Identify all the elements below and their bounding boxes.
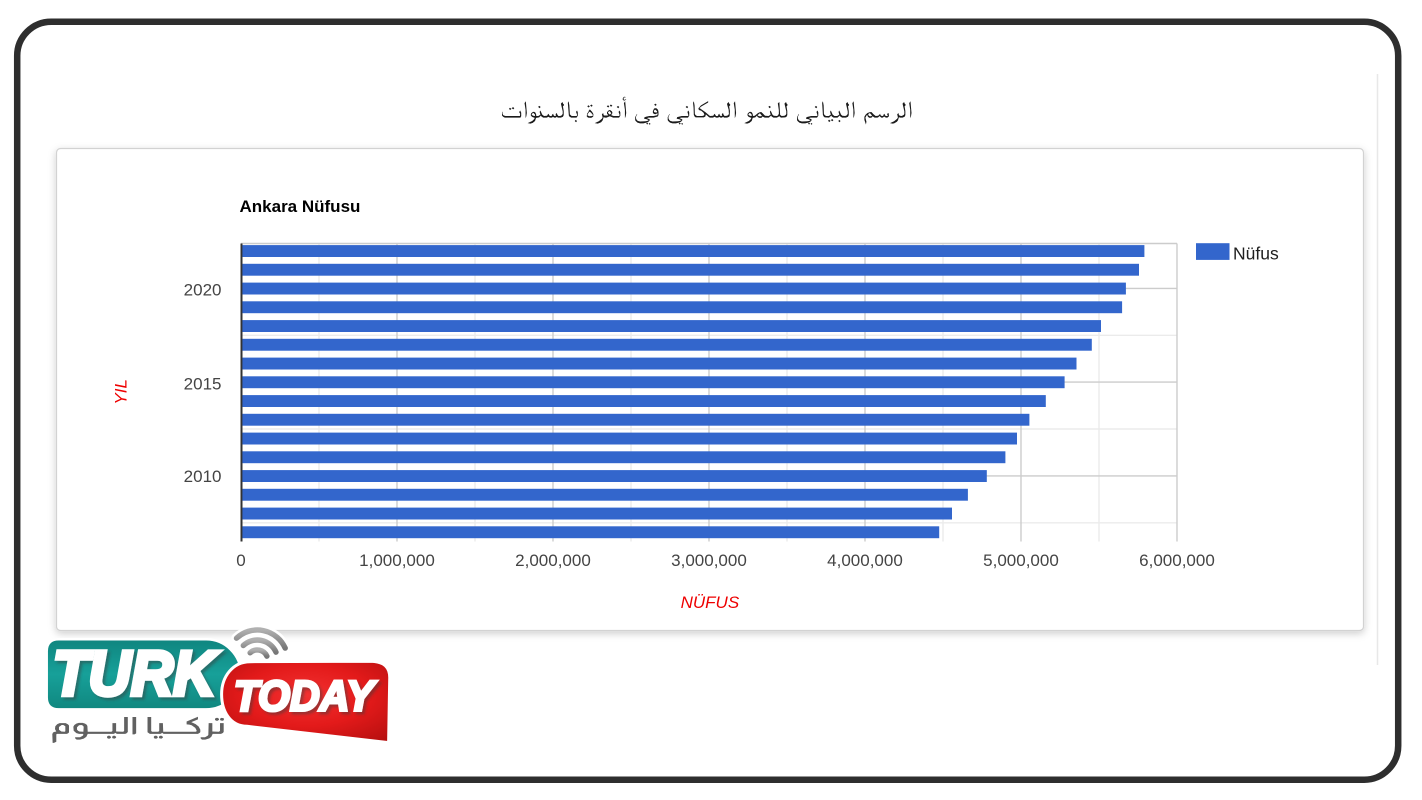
svg-text:Nüfus: Nüfus xyxy=(1233,244,1279,264)
svg-text:5,000,000: 5,000,000 xyxy=(983,551,1059,570)
svg-text:1,000,000: 1,000,000 xyxy=(359,551,435,570)
svg-text:TODAY: TODAY xyxy=(234,674,378,721)
svg-text:2020: 2020 xyxy=(184,281,222,300)
svg-text:TURK: TURK xyxy=(53,639,220,709)
svg-text:2,000,000: 2,000,000 xyxy=(515,551,591,570)
svg-text:6,000,000: 6,000,000 xyxy=(1139,551,1215,570)
svg-text:NÜFUS: NÜFUS xyxy=(681,593,740,612)
svg-text:4,000,000: 4,000,000 xyxy=(827,551,903,570)
svg-text:3,000,000: 3,000,000 xyxy=(671,551,747,570)
svg-text:Ankara Nüfusu: Ankara Nüfusu xyxy=(240,197,361,216)
svg-text:2015: 2015 xyxy=(184,374,222,393)
svg-text:2010: 2010 xyxy=(184,467,222,486)
svg-text:0: 0 xyxy=(236,551,245,570)
svg-text:YIL: YIL xyxy=(111,379,130,405)
